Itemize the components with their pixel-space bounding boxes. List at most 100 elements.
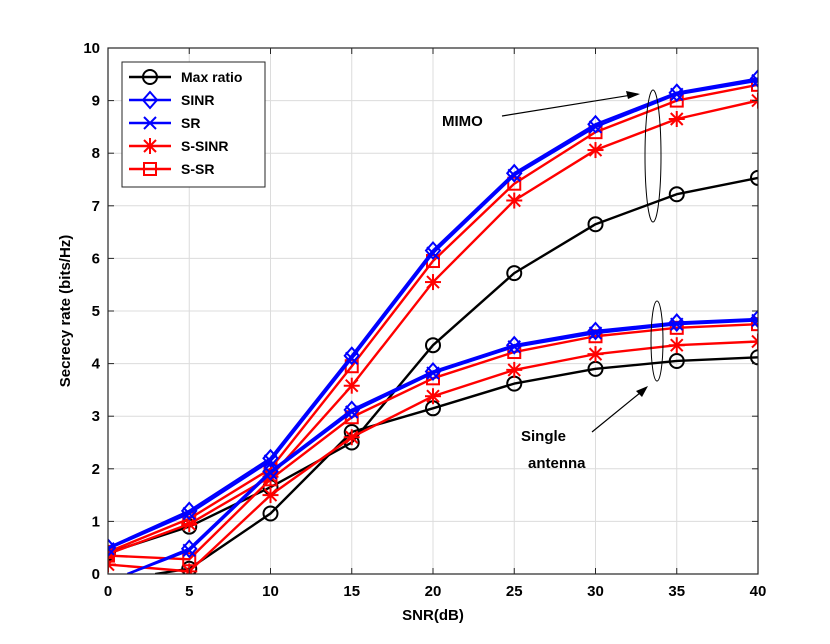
- data-point-mimo-sr: [751, 73, 758, 88]
- data-point-mimo-sinr: [668, 83, 686, 103]
- x-tick-label: 30: [587, 583, 604, 600]
- data-point-mimo-s-sinr: [506, 192, 523, 209]
- data-point-mimo-max-ratio: [425, 337, 441, 354]
- data-point-mimo-s-sinr: [425, 274, 441, 291]
- y-tick-label: 7: [92, 198, 100, 215]
- series-layer: [108, 68, 758, 574]
- legend-marker-sr: [143, 116, 157, 130]
- data-point-mimo-s-sr: [507, 176, 522, 191]
- x-tick-label: 20: [425, 583, 442, 600]
- data-point-mimo-sinr: [587, 114, 604, 134]
- legend-label: SINR: [181, 92, 214, 108]
- y-axis-title: Secrecy rate (bits/Hz): [57, 235, 74, 388]
- legend-item-sinr: SINR: [129, 90, 214, 110]
- series-line-mimo-max-ratio: [108, 176, 758, 555]
- legend-marker-sinr: [141, 90, 159, 110]
- data-point-mimo-sinr: [180, 501, 198, 521]
- data-point-mimo-s-sinr: [668, 111, 685, 128]
- legend-label: S-SR: [181, 161, 214, 177]
- legend-item-sr: SR: [129, 115, 200, 131]
- y-tick-label: 3: [92, 408, 100, 425]
- data-point-single-antenna-s-sinr: [343, 429, 360, 446]
- y-tick-label: 10: [83, 40, 100, 57]
- data-point-mimo-sinr: [505, 163, 523, 183]
- y-tick-label: 8: [92, 145, 100, 162]
- x-tick-label: 40: [750, 583, 767, 600]
- data-point-mimo-s-sinr: [587, 142, 604, 159]
- x-tick-label: 5: [185, 583, 193, 600]
- single-antenna-label-line-2: antenna: [528, 455, 586, 472]
- y-tick-label: 4: [92, 356, 101, 373]
- data-point-single-antenna-max-ratio: [750, 349, 758, 366]
- axis-ticks: 0 5 10 15 20 25 30 35 40 0 1 2 3 4 5 6 7 8 9 10: [83, 40, 766, 600]
- data-point-single-antenna-s-sinr: [750, 333, 758, 350]
- series-line-mimo-s-sr: [108, 83, 758, 554]
- single-antenna-arrowhead: [636, 386, 648, 397]
- legend: Max ratio SINR SR S-SINR S-SR: [121, 61, 266, 188]
- data-point-single-antenna-max-ratio: [668, 352, 685, 369]
- data-point-single-antenna-s-sr: [108, 548, 115, 563]
- legend-label: Max ratio: [181, 69, 242, 85]
- data-point-single-antenna-s-sinr: [587, 346, 604, 363]
- legend-marker-s-sr: [143, 162, 157, 176]
- y-tick-label: 6: [92, 250, 100, 267]
- x-tick-label: 0: [104, 583, 112, 600]
- data-point-mimo-sinr: [343, 346, 361, 366]
- legend-item-s-sinr: S-SINR: [129, 138, 228, 154]
- mimo-arrow: [501, 93, 639, 117]
- y-tick-label: 0: [92, 566, 100, 583]
- data-point-single-antenna-sinr: [180, 539, 198, 559]
- data-point-single-antenna-sinr: [587, 321, 604, 341]
- data-point-mimo-sinr: [108, 538, 117, 558]
- x-tick-label: 15: [343, 583, 360, 600]
- data-point-single-antenna-sinr: [424, 361, 442, 382]
- data-point-single-antenna-sinr: [262, 461, 279, 481]
- legend-items: Max ratio SINR SR S-SINR S-SR: [129, 69, 242, 177]
- data-point-mimo-sinr: [424, 240, 442, 261]
- data-point-mimo-max-ratio: [587, 216, 604, 233]
- data-point-single-antenna-s-sr: [751, 317, 758, 332]
- data-point-single-antenna-sr: [588, 326, 603, 340]
- y-tick-label: 1: [92, 513, 100, 530]
- y-tick-label: 5: [92, 303, 100, 320]
- legend-marker-s-sinr: [142, 138, 158, 154]
- data-point-mimo-sr: [263, 454, 278, 468]
- data-point-mimo-sinr: [262, 448, 279, 468]
- data-point-single-antenna-s-sinr: [108, 556, 116, 573]
- legend-item-s-sr: S-SR: [129, 161, 214, 177]
- data-point-single-antenna-s-sinr: [668, 337, 685, 354]
- x-axis-title: SNR(dB): [402, 607, 464, 624]
- data-point-single-antenna-s-sinr: [262, 487, 279, 504]
- data-point-mimo-sinr: [749, 68, 758, 89]
- data-point-single-antenna-s-sr: [182, 552, 197, 567]
- mimo-arrowhead: [626, 91, 640, 99]
- data-point-mimo-s-sr: [751, 77, 758, 92]
- annotations: MIMO Single antenna: [442, 89, 664, 472]
- data-point-single-antenna-sinr: [343, 400, 361, 420]
- legend-label: S-SINR: [181, 138, 228, 154]
- legend-item-max-ratio: Max ratio: [129, 69, 242, 85]
- single-antenna-ellipse: [650, 300, 664, 382]
- data-point-single-antenna-sinr: [749, 309, 758, 329]
- data-point-single-antenna-max-ratio: [262, 505, 279, 522]
- data-point-single-antenna-s-sinr: [425, 388, 441, 405]
- y-tick-label: 2: [92, 461, 100, 478]
- legend-label: SR: [181, 115, 200, 131]
- data-point-mimo-s-sinr: [343, 377, 360, 394]
- single-antenna-arrow: [591, 387, 647, 433]
- data-point-single-antenna-max-ratio: [181, 560, 198, 574]
- legend-marker-max-ratio: [142, 69, 158, 85]
- series-line-single-antenna-sinr: [127, 317, 758, 574]
- single-antenna-label-line-1: Single: [521, 428, 566, 445]
- mimo-ellipse: [644, 89, 662, 223]
- data-point-mimo-max-ratio: [506, 265, 523, 282]
- series-mimo-sinr: [108, 68, 758, 558]
- data-point-mimo-max-ratio: [668, 186, 685, 203]
- data-point-single-antenna-sinr: [505, 335, 523, 355]
- y-tick-label: 9: [92, 93, 100, 110]
- x-tick-label: 25: [506, 583, 523, 600]
- x-tick-label: 35: [668, 583, 685, 600]
- data-point-mimo-max-ratio: [750, 169, 758, 186]
- x-tick-label: 10: [262, 583, 279, 600]
